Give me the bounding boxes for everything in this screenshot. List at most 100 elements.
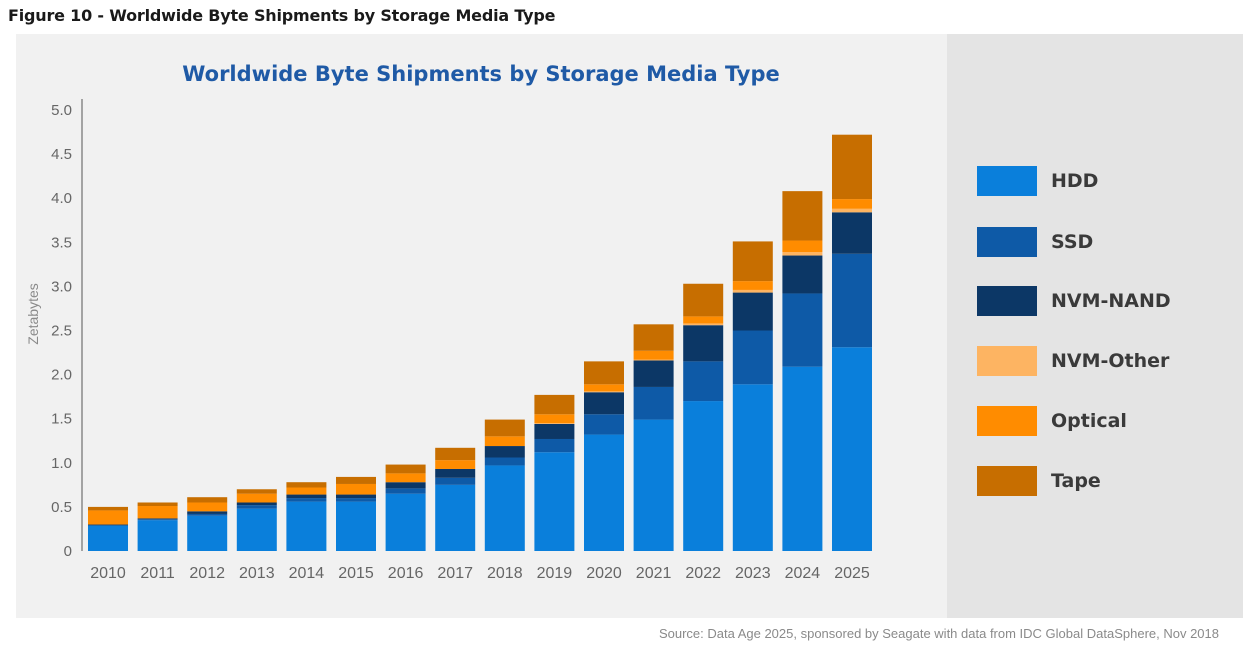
bar-segment-nvm-nand-2023	[732, 292, 773, 331]
bar-segment-ssd-2012	[187, 513, 228, 516]
legend-item-optical: Optical	[977, 406, 1127, 436]
bar-segment-ssd-2018	[484, 457, 525, 466]
bar-segment-optical-2016	[385, 473, 426, 483]
bar-segment-nvm-other-2019	[534, 423, 575, 424]
bar-segment-nvm-nand-2021	[633, 360, 674, 387]
x-tick-label: 2018	[487, 565, 523, 582]
bar-segment-ssd-2022	[683, 361, 724, 402]
bar-segment-tape-2022	[683, 283, 724, 317]
bar-segment-hdd-2024	[782, 366, 823, 551]
bar-segment-hdd-2014	[286, 501, 327, 551]
legend-item-nvm-nand: NVM-NAND	[977, 286, 1171, 316]
bar-segment-tape-2016	[385, 464, 426, 474]
x-tick-label: 2010	[90, 565, 126, 582]
bar-segment-nvm-other-2025	[832, 208, 872, 213]
y-tick-label: 3.0	[51, 278, 72, 295]
bar-segment-nvm-nand-2018	[484, 446, 525, 458]
bar-segment-ssd-2015	[336, 498, 376, 502]
legend-label: Tape	[1051, 470, 1101, 492]
x-tick-label: 2020	[586, 565, 622, 582]
bar-segment-ssd-2014	[286, 498, 327, 502]
bar-segment-nvm-other-2021	[633, 359, 674, 361]
bar-segment-tape-2010	[88, 506, 128, 511]
bar-segment-optical-2021	[633, 350, 674, 360]
x-tick-label: 2023	[735, 565, 771, 582]
legend-swatch	[977, 406, 1037, 436]
bar-segment-optical-2017	[435, 460, 476, 469]
bar-segment-optical-2023	[732, 281, 773, 290]
x-tick-label: 2015	[338, 565, 374, 582]
bar-segment-hdd-2010	[88, 525, 128, 551]
bar-segment-tape-2020	[584, 361, 624, 385]
bar-segment-nvm-other-2020	[584, 391, 624, 393]
bar-segment-ssd-2011	[137, 519, 178, 521]
chart-title: Worldwide Byte Shipments by Storage Medi…	[182, 62, 780, 86]
bar-segment-nvm-nand-2019	[534, 423, 575, 439]
bar-segment-hdd-2018	[484, 465, 525, 551]
bar-segment-hdd-2019	[534, 452, 575, 551]
legend-label: NVM-NAND	[1051, 290, 1171, 312]
legend-item-nvm-other: NVM-Other	[977, 346, 1169, 376]
bar-segment-nvm-nand-2012	[187, 511, 228, 514]
bar-segment-tape-2014	[286, 482, 327, 488]
bar-segment-tape-2019	[534, 394, 575, 415]
x-tick-label: 2024	[785, 565, 821, 582]
bar-segment-ssd-2023	[732, 330, 773, 385]
bar-segment-hdd-2016	[385, 493, 426, 551]
legend-label: Optical	[1051, 410, 1127, 432]
legend-swatch	[977, 286, 1037, 316]
bar-segment-hdd-2012	[187, 515, 228, 551]
bar-segment-hdd-2022	[683, 401, 724, 551]
legend-label: HDD	[1051, 170, 1099, 192]
bar-segment-optical-2012	[187, 502, 228, 512]
bar-segment-optical-2024	[782, 240, 823, 253]
legend-swatch	[977, 466, 1037, 496]
legend-item-ssd: SSD	[977, 227, 1093, 257]
bar-segment-ssd-2017	[435, 477, 476, 485]
y-tick-label: 1.0	[51, 455, 72, 472]
bar-segment-nvm-nand-2015	[336, 494, 376, 499]
bar-segment-optical-2010	[88, 510, 128, 525]
bar-segment-optical-2019	[534, 414, 575, 424]
x-tick-label: 2017	[437, 565, 473, 582]
bar-segment-tape-2023	[732, 241, 773, 282]
legend-label: NVM-Other	[1051, 350, 1170, 372]
legend-item-tape: Tape	[977, 466, 1101, 496]
chart-svg: Worldwide Byte Shipments by Storage Medi…	[25, 62, 872, 582]
legend-panel: HDD SSD NVM-NAND NVM-Other Optical Tape	[947, 34, 1243, 618]
y-axis-label: Zetabytes	[25, 283, 41, 344]
bar-segment-hdd-2021	[633, 419, 674, 551]
x-tick-label: 2014	[289, 565, 325, 582]
bar-segment-ssd-2019	[534, 438, 575, 453]
bar-segment-optical-2020	[584, 384, 624, 392]
x-tick-label: 2019	[537, 565, 573, 582]
bar-segment-nvm-other-2023	[732, 289, 773, 293]
chart-panel: Worldwide Byte Shipments by Storage Medi…	[16, 34, 947, 618]
bar-segment-nvm-nand-2025	[832, 212, 872, 254]
bar-segment-ssd-2024	[782, 293, 823, 367]
bar-segment-nvm-nand-2013	[236, 502, 277, 506]
bar-segment-ssd-2016	[385, 488, 426, 494]
bar-segment-hdd-2015	[336, 501, 376, 551]
source-note: Source: Data Age 2025, sponsored by Seag…	[658, 626, 1219, 641]
bar-segment-hdd-2025	[832, 347, 872, 551]
bar-segment-nvm-nand-2014	[286, 494, 327, 499]
bar-segment-tape-2012	[187, 497, 228, 503]
bar-segment-ssd-2020	[584, 414, 624, 435]
y-tick-label: 1.5	[51, 411, 72, 428]
x-tick-label: 2011	[140, 565, 175, 582]
y-tick-label: 4.0	[51, 190, 72, 207]
x-tick-label: 2012	[189, 565, 225, 582]
bar-segment-optical-2013	[236, 493, 277, 503]
bar-segment-tape-2011	[137, 502, 178, 507]
x-axis-ticks: 2010 2011 2012 2013 2014 2015 2016 2017 2018 2019…	[90, 565, 870, 582]
legend-label: SSD	[1051, 231, 1094, 253]
y-tick-label: 5.0	[51, 102, 72, 119]
bar-segment-ssd-2021	[633, 386, 674, 420]
bar-segment-hdd-2011	[137, 520, 178, 551]
bar-segment-ssd-2025	[832, 253, 872, 348]
legend-item-hdd: HDD	[977, 166, 1098, 196]
bars	[88, 134, 872, 551]
bar-segment-optical-2022	[683, 316, 724, 324]
figure-caption: Figure 10 - Worldwide Byte Shipments by …	[8, 6, 556, 25]
